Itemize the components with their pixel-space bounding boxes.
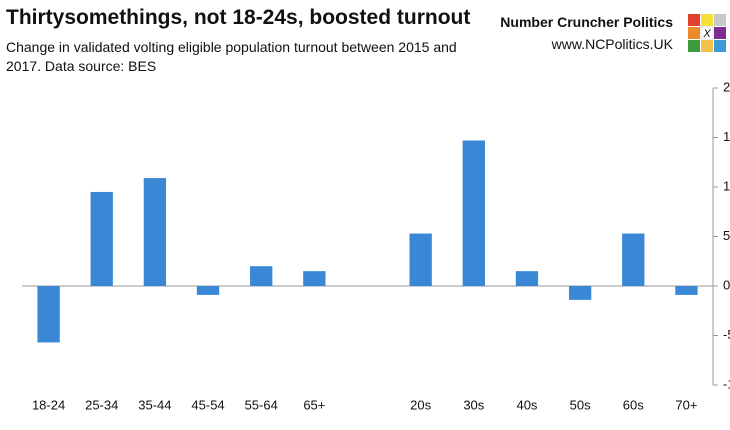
bar bbox=[90, 191, 113, 286]
x-tick-label: 70+ bbox=[675, 397, 697, 412]
x-tick-label: 18-24 bbox=[32, 397, 65, 412]
bar bbox=[515, 271, 539, 286]
y-tick-label: 15 bbox=[723, 129, 730, 144]
x-tick-label: 20s bbox=[410, 397, 431, 412]
logo: X bbox=[688, 14, 726, 52]
brand: Number Cruncher Politics bbox=[500, 14, 673, 30]
x-tick-label: 45-54 bbox=[191, 397, 224, 412]
bar bbox=[675, 286, 698, 295]
bar bbox=[250, 266, 273, 286]
bar bbox=[622, 233, 645, 286]
x-tick-label: 35-44 bbox=[138, 397, 171, 412]
bar bbox=[37, 286, 60, 343]
bar bbox=[196, 286, 220, 295]
x-tick-label: 55-64 bbox=[245, 397, 278, 412]
x-tick-label: 25-34 bbox=[85, 397, 118, 412]
x-tick-label: 40s bbox=[516, 397, 537, 412]
x-tick-label: 30s bbox=[463, 397, 484, 412]
bar bbox=[143, 178, 167, 286]
bar bbox=[409, 233, 432, 286]
bar bbox=[462, 140, 485, 286]
bar bbox=[303, 271, 326, 286]
y-tick-label: 0 bbox=[723, 277, 730, 292]
logo-text: X bbox=[702, 28, 711, 40]
y-tick-label: 20 bbox=[723, 79, 730, 94]
y-tick-label: 5 bbox=[723, 228, 730, 243]
x-tick-label: 65+ bbox=[303, 397, 325, 412]
website: www.NCPolitics.UK bbox=[551, 36, 673, 52]
y-tick-label: 10 bbox=[723, 178, 730, 193]
x-tick-label: 50s bbox=[570, 397, 591, 412]
x-tick-label: 60s bbox=[623, 397, 644, 412]
chart-title: Thirtysomethings, not 18-24s, boosted tu… bbox=[6, 6, 471, 29]
y-tick-label: -5 bbox=[723, 327, 730, 342]
bar bbox=[568, 286, 592, 300]
y-tick-label: -10 bbox=[723, 376, 730, 391]
chart-subtitle: Change in validated volting eligible pop… bbox=[6, 39, 457, 74]
